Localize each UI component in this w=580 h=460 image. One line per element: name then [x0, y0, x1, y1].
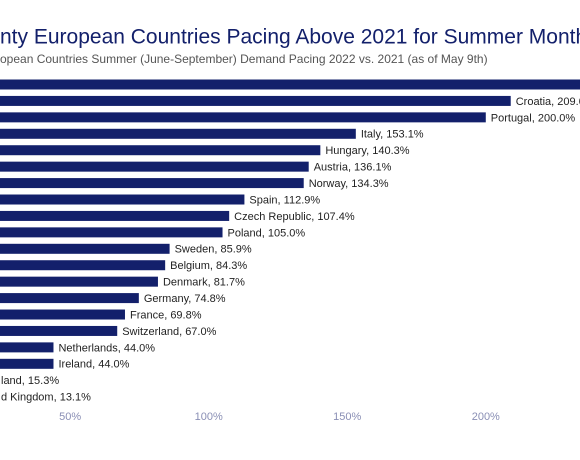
bar	[0, 194, 245, 205]
bar	[0, 128, 356, 139]
bar	[0, 342, 54, 353]
bar	[0, 178, 304, 189]
bar	[0, 260, 166, 271]
bar-label: Spain, 112.9%	[249, 194, 320, 206]
x-tick-label: 200%	[472, 411, 500, 423]
bar	[0, 227, 223, 238]
x-tick-label: 150%	[333, 411, 361, 423]
bar-label: Poland, 105.0%	[228, 227, 306, 239]
bar-label: Hungary, 140.3%	[325, 145, 409, 157]
bar	[0, 161, 309, 172]
bar	[0, 358, 54, 369]
bar	[0, 210, 230, 221]
bar-label: Norway, 134.3%	[309, 178, 389, 190]
bar	[0, 276, 158, 287]
bar	[0, 243, 170, 254]
bar-label: land, 15.3%	[1, 375, 59, 387]
bar-label: Sweden, 85.9%	[175, 244, 252, 256]
bar	[0, 325, 118, 336]
bar-label: Portugal, 200.0%	[491, 112, 576, 124]
bar	[0, 145, 321, 156]
bar-label: Denmark, 81.7%	[163, 277, 245, 289]
bar-label: Belgium, 84.3%	[170, 260, 247, 272]
x-tick-label: 50%	[59, 411, 81, 423]
bar	[0, 79, 580, 90]
bar-label: Ireland, 44.0%	[58, 359, 129, 371]
bar-label: Croatia, 209.0	[516, 96, 580, 108]
bar-label: d Kingdom, 13.1%	[1, 392, 91, 404]
bar	[0, 309, 125, 320]
bar	[0, 112, 486, 123]
chart-subtitle: opean Countries Summer (June-September) …	[0, 52, 488, 66]
bar	[0, 95, 511, 106]
x-tick-label: 100%	[195, 411, 223, 423]
bar-label: Italy, 153.1%	[361, 129, 424, 141]
bar-label: Czech Republic, 107.4%	[234, 211, 355, 223]
chart-title: nty European Countries Pacing Above 2021…	[0, 26, 580, 49]
bar-label: Austria, 136.1%	[314, 162, 392, 174]
bar-label: Netherlands, 44.0%	[58, 342, 155, 354]
bar-label: Switzerland, 67.0%	[122, 326, 216, 338]
bar	[0, 293, 139, 304]
bar-label: Germany, 74.8%	[144, 293, 226, 305]
bar-label: France, 69.8%	[130, 309, 202, 321]
